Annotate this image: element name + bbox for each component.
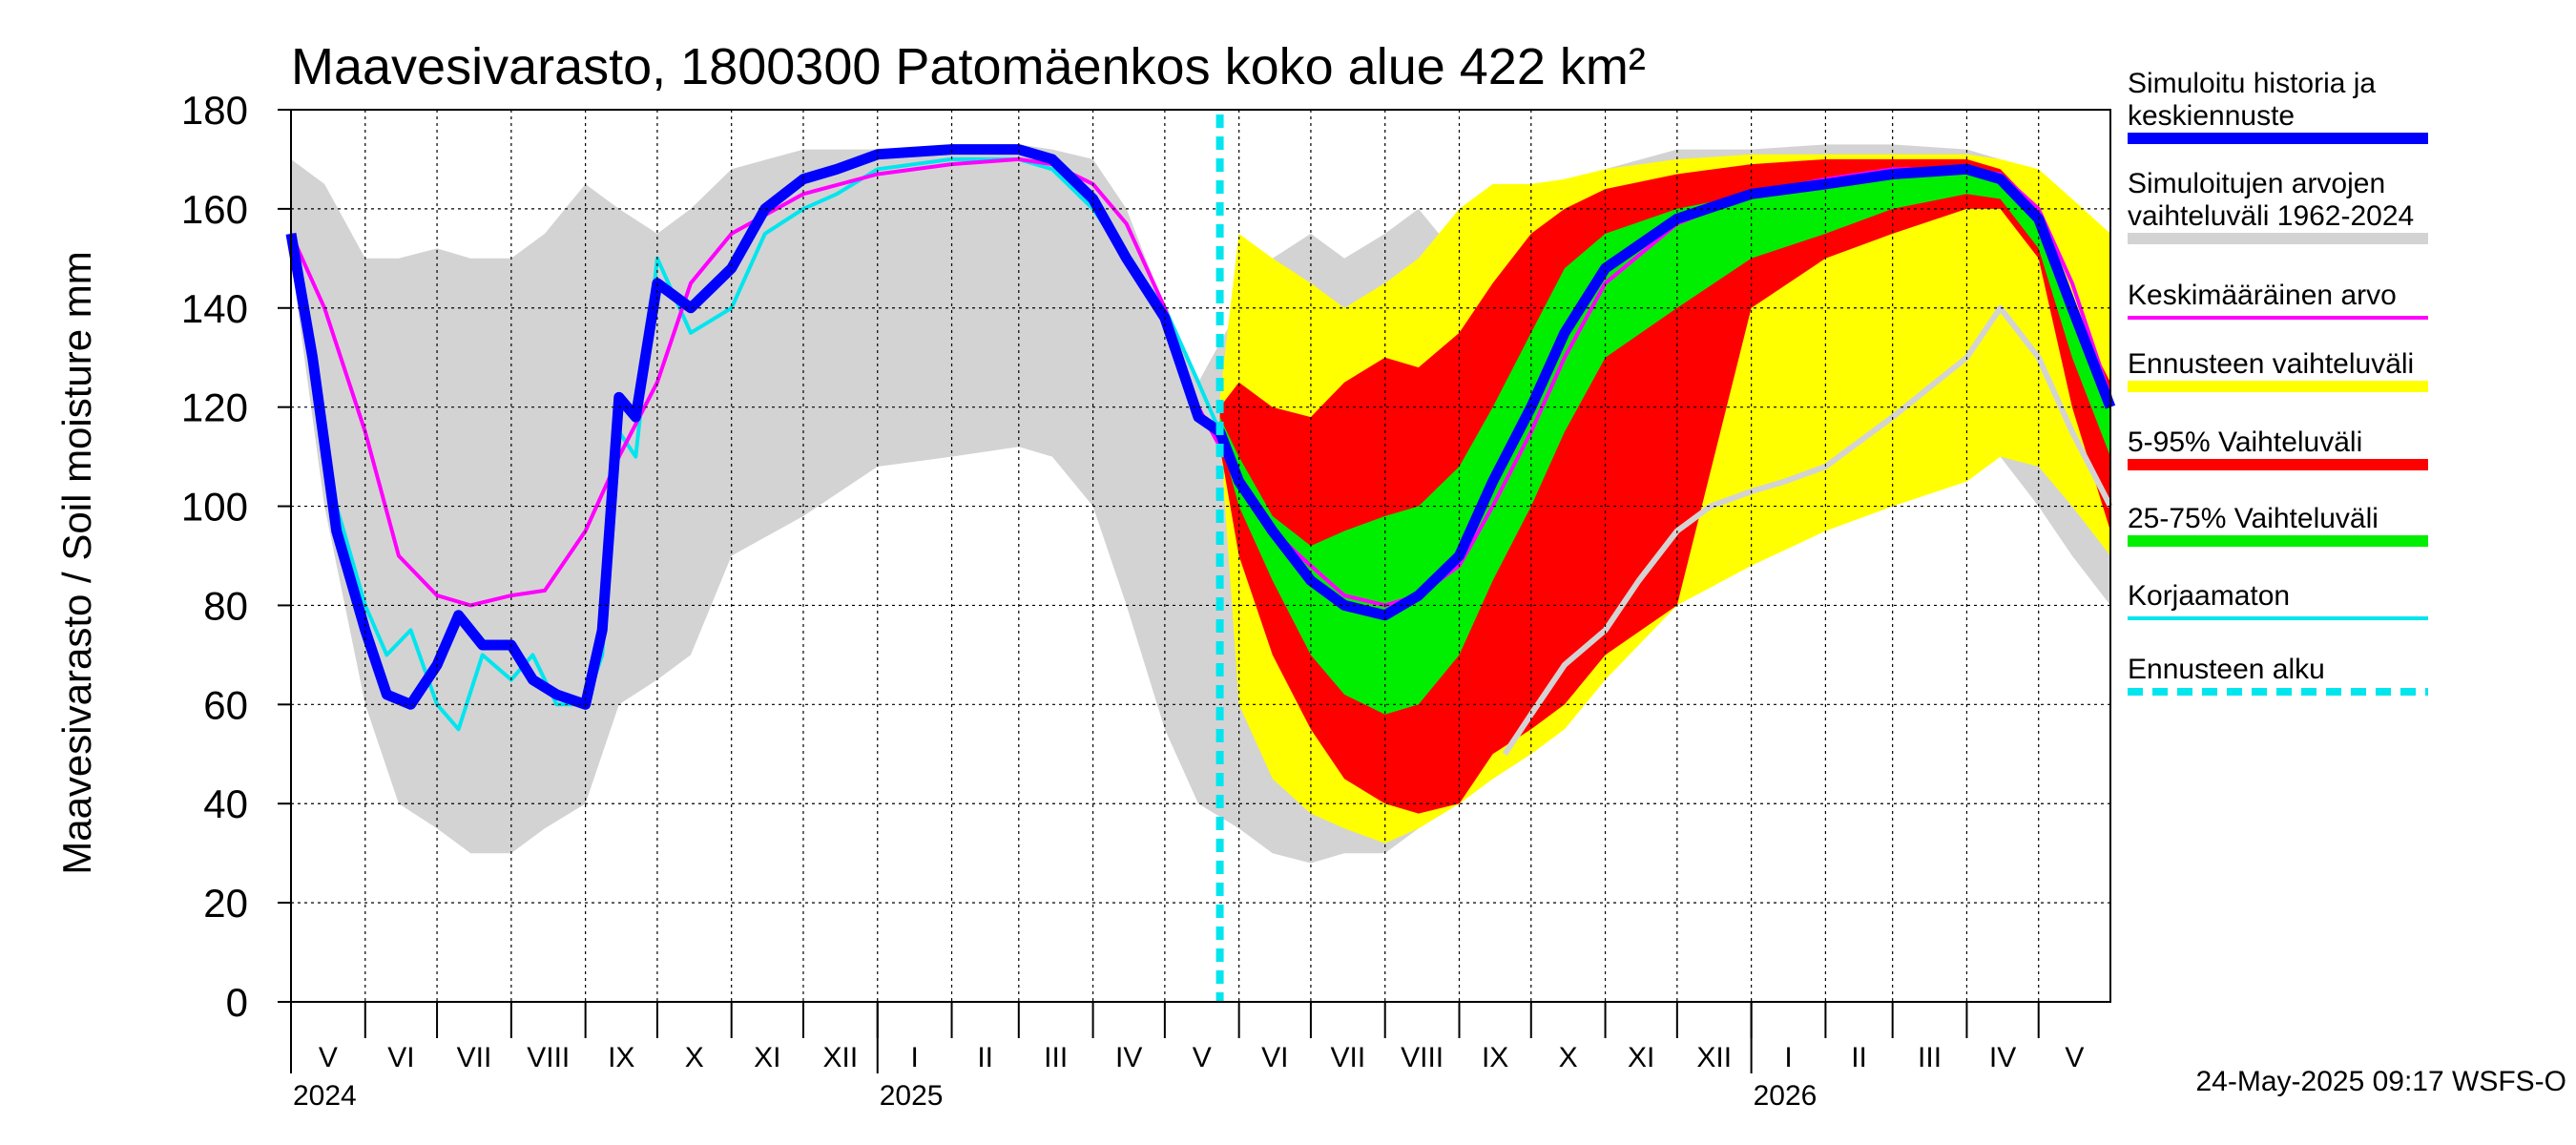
x-tick-label-12: V <box>1193 1042 1212 1073</box>
y-tick-label-3: 60 <box>203 682 248 727</box>
x-tick-label-14: VII <box>1330 1042 1365 1073</box>
legend-label-0-line-1: keskiennuste <box>2128 100 2295 132</box>
x-tick-label-8: I <box>910 1042 918 1073</box>
y-tick-label-9: 180 <box>181 88 248 133</box>
y-tick-label-7: 140 <box>181 286 248 331</box>
x-tick-label-18: XI <box>1628 1042 1654 1073</box>
y-tick-label-1: 20 <box>203 881 248 926</box>
legend-label-2: Keskimääräinen arvo <box>2128 280 2397 311</box>
x-tick-label-4: IX <box>608 1042 634 1073</box>
year-label-0: 2024 <box>293 1080 357 1112</box>
y-axis-label: Maavesivarasto / Soil moisture mm <box>54 251 99 875</box>
x-tick-label-16: IX <box>1482 1042 1508 1073</box>
x-tick-label-15: VIII <box>1401 1042 1444 1073</box>
x-tick-label-1: VI <box>387 1042 414 1073</box>
year-label-2: 2026 <box>1754 1080 1818 1112</box>
y-tick-label-4: 80 <box>203 583 248 628</box>
series-line-6 <box>285 144 2116 710</box>
chart-title: Maavesivarasto, 1800300 Patomäenkos koko… <box>291 38 1646 95</box>
y-tick-label-2: 40 <box>203 781 248 826</box>
x-tick-label-19: XII <box>1696 1042 1732 1073</box>
x-tick-label-6: XI <box>754 1042 780 1073</box>
legend-label-7: Ennusteen alku <box>2128 654 2325 685</box>
x-tick-label-10: III <box>1044 1042 1068 1073</box>
legend-label-0-line-0: Simuloitu historia ja <box>2128 68 2376 99</box>
x-tick-label-17: X <box>1559 1042 1578 1073</box>
x-tick-label-11: IV <box>1115 1042 1142 1073</box>
x-tick-label-3: VIII <box>527 1042 570 1073</box>
legend-label-5: 25-75% Vaihteluväli <box>2128 503 2379 534</box>
x-tick-label-20: I <box>1784 1042 1792 1073</box>
legend-label-1-line-1: vaihteluväli 1962-2024 <box>2128 200 2414 232</box>
y-tick-label-5: 100 <box>181 485 248 530</box>
legend-label-3: Ennusteen vaihteluväli <box>2128 348 2414 380</box>
x-tick-label-23: IV <box>1989 1042 2016 1073</box>
x-tick-label-21: II <box>1851 1042 1867 1073</box>
legend-label-1-line-0: Simuloitujen arvojen <box>2128 168 2385 199</box>
x-tick-label-7: XII <box>823 1042 859 1073</box>
x-tick-label-2: VII <box>457 1042 492 1073</box>
legend-label-4: 5-95% Vaihteluväli <box>2128 427 2362 458</box>
x-tick-label-0: V <box>319 1042 338 1073</box>
y-tick-label-6: 120 <box>181 385 248 430</box>
year-label-1: 2025 <box>880 1080 944 1112</box>
series-line-7 <box>1502 304 2113 756</box>
plot-frame <box>290 109 2111 1003</box>
x-tick-label-24: V <box>2065 1042 2084 1073</box>
series-line-4 <box>289 156 1222 732</box>
x-tick-label-9: II <box>977 1042 993 1073</box>
x-tick-label-5: X <box>685 1042 704 1073</box>
x-tick-label-13: VI <box>1261 1042 1288 1073</box>
legend-label-6: Korjaamaton <box>2128 580 2290 612</box>
y-tick-label-8: 160 <box>181 187 248 232</box>
y-tick-label-0: 0 <box>226 980 248 1025</box>
x-tick-label-22: III <box>1918 1042 1942 1073</box>
timestamp-footer: 24-May-2025 09:17 WSFS-O <box>2196 1066 2567 1097</box>
